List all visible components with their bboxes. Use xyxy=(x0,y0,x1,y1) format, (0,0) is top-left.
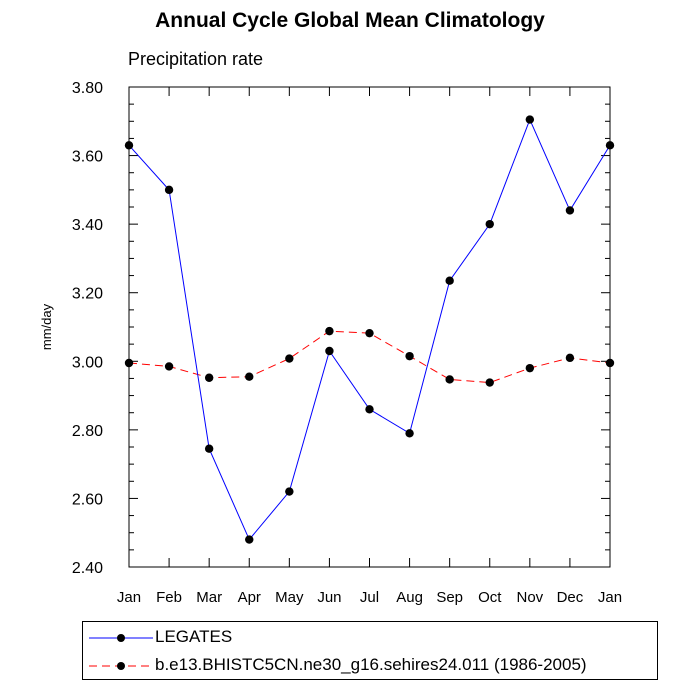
data-point-series-0 xyxy=(565,206,575,215)
y-axis-label: mm/day xyxy=(39,303,54,350)
data-point-series-1 xyxy=(565,353,575,363)
x-tick-label: Jan xyxy=(598,589,622,606)
plot-frame xyxy=(128,86,611,568)
data-point-series-1 xyxy=(164,362,174,371)
data-point-series-1 xyxy=(325,326,334,336)
series-line-1 xyxy=(128,330,611,384)
chart-subtitle: Precipitation rate xyxy=(128,49,264,69)
x-tick-label: Jan xyxy=(117,589,141,606)
data-point-series-1 xyxy=(204,373,214,382)
y-tick-label: 2.60 xyxy=(72,491,103,508)
legend: LEGATES b.e13.BHISTC5CN.ne30_g16.sehires… xyxy=(82,621,658,680)
chart-title: Annual Cycle Global Mean Climatology xyxy=(155,9,545,32)
x-tick-label: Aug xyxy=(396,589,423,606)
data-point-series-0 xyxy=(285,487,294,496)
x-tick-label: Jun xyxy=(317,589,341,606)
data-point-series-0 xyxy=(325,346,334,356)
data-point-series-1 xyxy=(485,378,494,387)
data-point-series-1 xyxy=(285,354,294,363)
x-tick-label: Oct xyxy=(478,589,502,606)
y-tick-label: 3.40 xyxy=(72,217,103,234)
y-tick-label: 3.80 xyxy=(72,80,103,97)
x-tick-label: Feb xyxy=(156,589,182,606)
data-point-series-1 xyxy=(405,351,414,361)
data-point-series-0 xyxy=(485,219,494,229)
legend-swatch-model xyxy=(89,662,153,670)
y-tick-label: 2.80 xyxy=(72,423,103,440)
data-point-series-1 xyxy=(245,372,254,381)
legend-swatch-legates xyxy=(89,634,153,642)
data-point-series-1 xyxy=(124,358,134,368)
data-point-series-0 xyxy=(365,405,374,414)
data-point-series-0 xyxy=(124,141,134,150)
data-point-series-0 xyxy=(164,185,174,195)
legend-item-legates: LEGATES xyxy=(83,624,657,652)
data-point-series-1 xyxy=(365,328,374,338)
data-point-series-1 xyxy=(605,358,615,368)
data-point-series-0 xyxy=(605,141,615,150)
x-tick-label: Jul xyxy=(360,589,379,606)
data-point-series-1 xyxy=(525,363,535,373)
legend-label-model: b.e13.BHISTC5CN.ne30_g16.sehires24.011 (… xyxy=(155,655,587,674)
x-tick-label: Dec xyxy=(557,589,584,606)
x-tick-label: May xyxy=(275,589,304,606)
y-tick-label: 2.40 xyxy=(72,560,103,577)
data-point-series-0 xyxy=(405,429,414,438)
legend-label-legates: LEGATES xyxy=(155,627,233,646)
data-point-series-0 xyxy=(245,535,254,544)
x-tick-label: Nov xyxy=(516,589,543,606)
data-point-series-0 xyxy=(525,115,535,124)
legend-item-model: b.e13.BHISTC5CN.ne30_g16.sehires24.011 (… xyxy=(83,652,657,680)
y-tick-label: 3.60 xyxy=(72,149,103,166)
data-point-series-0 xyxy=(204,444,214,453)
y-tick-label: 3.00 xyxy=(72,354,103,371)
x-tick-label: Mar xyxy=(196,589,222,606)
y-tick-label: 3.20 xyxy=(72,286,103,303)
x-tick-label: Apr xyxy=(238,589,261,606)
line-chart: 2.40 2.60 2.80 3.00 3.20 3.40 3.60 3.80 Jan Feb Ma… xyxy=(39,80,622,606)
x-tick-label: Sep xyxy=(436,589,463,606)
data-point-series-1 xyxy=(445,375,454,384)
data-point-series-0 xyxy=(445,276,454,285)
